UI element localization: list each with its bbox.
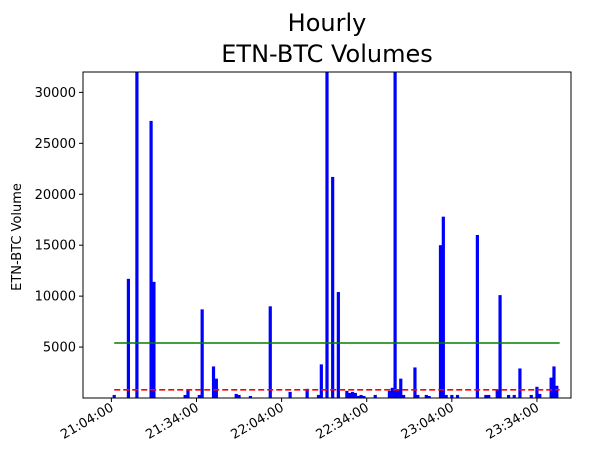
bar bbox=[427, 395, 431, 398]
bar bbox=[549, 377, 553, 398]
bar bbox=[331, 176, 335, 398]
bar bbox=[362, 395, 366, 398]
bar bbox=[316, 394, 321, 398]
bar bbox=[455, 394, 460, 398]
bar bbox=[126, 278, 130, 398]
bar bbox=[183, 394, 187, 398]
bar bbox=[353, 392, 357, 398]
y-tick-label: 30000 bbox=[35, 86, 76, 101]
bar bbox=[538, 393, 542, 398]
bar bbox=[387, 390, 392, 398]
bar bbox=[396, 389, 400, 398]
x-tick-label: 23:34:00 bbox=[484, 400, 542, 442]
bar bbox=[186, 389, 190, 398]
bar bbox=[402, 394, 406, 398]
bar bbox=[498, 295, 502, 398]
bar bbox=[149, 120, 153, 398]
bar bbox=[268, 306, 272, 398]
bar bbox=[336, 292, 340, 398]
bar bbox=[350, 391, 355, 398]
bar bbox=[424, 394, 428, 398]
chart-title: Hourly bbox=[288, 9, 367, 37]
bar bbox=[487, 394, 491, 398]
bar bbox=[359, 394, 363, 398]
y-tick-label: 15000 bbox=[35, 239, 76, 254]
bar bbox=[441, 216, 445, 398]
x-tick-label: 21:04:00 bbox=[58, 400, 116, 442]
y-tick-label: 20000 bbox=[35, 188, 76, 203]
chart-subtitle: ETN-BTC Volumes bbox=[221, 40, 432, 68]
bar bbox=[237, 394, 241, 398]
y-tick-label: 25000 bbox=[35, 137, 76, 152]
bar bbox=[555, 385, 559, 398]
bar bbox=[348, 392, 352, 398]
bar bbox=[390, 387, 394, 398]
plot-area: 5000 10000 15000 20000 25000 30000 21:04:00 21:… bbox=[35, 71, 572, 443]
bar bbox=[345, 390, 349, 398]
bar bbox=[305, 388, 309, 398]
bar bbox=[518, 368, 522, 398]
bar bbox=[444, 394, 448, 398]
bar bbox=[450, 394, 454, 398]
bar bbox=[152, 281, 156, 398]
y-axis-label: ETN-BTC Volume bbox=[10, 183, 25, 291]
bar bbox=[325, 72, 329, 398]
bar bbox=[506, 394, 511, 398]
bar bbox=[234, 393, 238, 398]
bar bbox=[413, 367, 417, 398]
x-tick-label: 23:04:00 bbox=[399, 400, 457, 442]
bar bbox=[214, 378, 218, 398]
bar bbox=[393, 72, 397, 398]
bar bbox=[319, 364, 323, 398]
bar bbox=[484, 394, 488, 398]
y-tick-label: 10000 bbox=[35, 290, 76, 305]
bar bbox=[373, 394, 377, 398]
bar bbox=[512, 394, 516, 398]
bar bbox=[356, 395, 360, 398]
x-tick-label: 21:34:00 bbox=[143, 400, 201, 442]
bar bbox=[399, 378, 403, 398]
bar bbox=[200, 309, 204, 398]
bar bbox=[552, 366, 556, 398]
x-tick-label: 22:34:00 bbox=[314, 400, 372, 442]
bar bbox=[135, 72, 139, 398]
x-tick-label: 22:04:00 bbox=[229, 400, 287, 442]
bar bbox=[475, 235, 479, 398]
y-tick-label: 5000 bbox=[43, 341, 76, 356]
bar bbox=[112, 394, 116, 398]
bar bbox=[288, 391, 292, 398]
bar bbox=[529, 394, 533, 398]
plot-frame bbox=[82, 71, 572, 399]
bar bbox=[535, 386, 539, 398]
bar bbox=[248, 395, 252, 398]
bar bbox=[416, 394, 420, 398]
bar bbox=[197, 394, 201, 398]
bar bbox=[438, 245, 443, 398]
bar bbox=[495, 389, 499, 398]
bar bbox=[211, 366, 216, 398]
